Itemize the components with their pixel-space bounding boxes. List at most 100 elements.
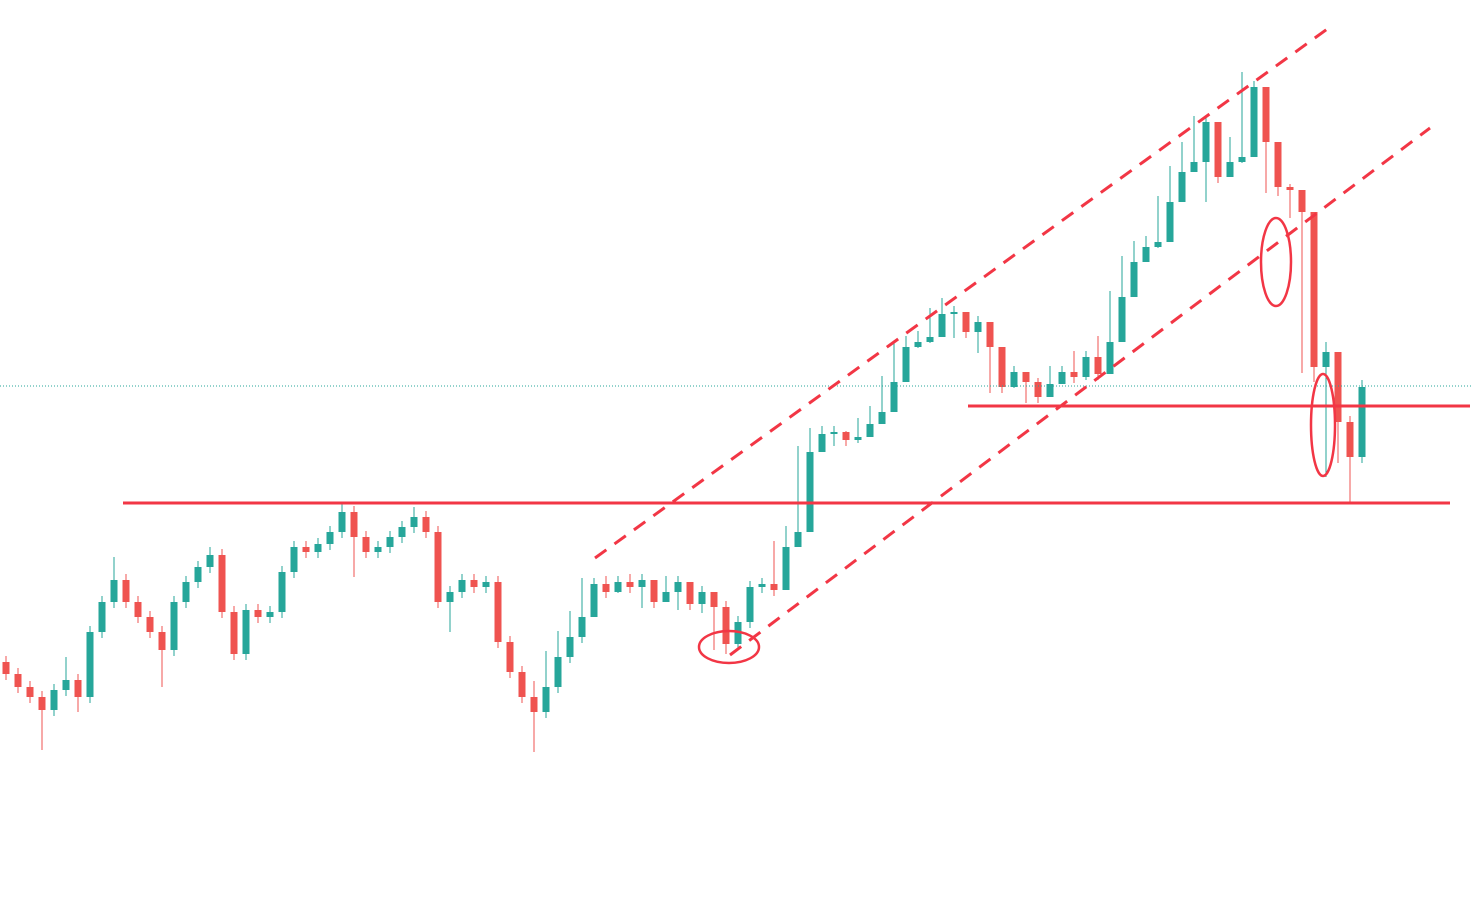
candle-body xyxy=(1046,384,1054,397)
candle-body xyxy=(1310,212,1318,367)
candle-body xyxy=(1262,87,1270,142)
candle-body xyxy=(1130,262,1138,297)
candle-body xyxy=(1226,162,1234,177)
candle-body xyxy=(890,382,898,412)
candle-body xyxy=(950,312,958,314)
candle-body xyxy=(842,432,850,440)
channel-line xyxy=(594,25,1331,560)
candle-body xyxy=(1118,297,1126,342)
candle-body xyxy=(746,587,754,622)
candle-body xyxy=(1058,372,1066,384)
candle-body xyxy=(2,662,10,674)
candle-body xyxy=(350,512,358,537)
candle-body xyxy=(326,532,334,544)
candle-body xyxy=(1214,122,1222,177)
candle-body xyxy=(518,672,526,697)
candle-body xyxy=(1082,357,1090,377)
candle-body xyxy=(218,555,226,612)
candle-body xyxy=(1166,202,1174,242)
candle-body xyxy=(242,610,250,654)
candle-body xyxy=(110,580,118,602)
candle-body xyxy=(974,322,982,332)
candle-body xyxy=(542,687,550,712)
candle-body xyxy=(902,347,910,382)
candle-body xyxy=(986,322,994,347)
candle-body xyxy=(818,434,826,452)
candle-body xyxy=(1190,162,1198,172)
candle-body xyxy=(530,697,538,712)
candle-body xyxy=(122,580,130,602)
annotations xyxy=(0,25,1473,665)
candle-body xyxy=(938,314,946,337)
candle-body xyxy=(482,582,490,587)
candle-body xyxy=(458,580,466,592)
candle-body xyxy=(314,544,322,552)
candle-body xyxy=(830,432,838,434)
candle-body xyxy=(254,610,262,617)
candle-body xyxy=(1094,357,1102,374)
candle-body xyxy=(1022,372,1030,382)
candles xyxy=(2,72,1366,752)
candle-body xyxy=(446,592,454,602)
candle-body xyxy=(734,622,742,644)
candle-body xyxy=(410,517,418,527)
candle-body xyxy=(494,582,502,642)
candle-body xyxy=(74,680,82,697)
candle-body xyxy=(1322,352,1330,367)
candle-body xyxy=(86,632,94,697)
candle-body xyxy=(1070,372,1078,377)
candle-body xyxy=(422,517,430,532)
candle-body xyxy=(206,555,214,567)
highlight-ellipse xyxy=(697,629,761,665)
candle-body xyxy=(386,537,394,547)
candle-body xyxy=(1286,187,1294,190)
candle-body xyxy=(230,612,238,654)
candle-body xyxy=(662,592,670,602)
candle-body xyxy=(302,547,310,552)
candle-body xyxy=(698,592,706,604)
candle-body xyxy=(182,582,190,602)
candle-body xyxy=(14,674,22,687)
candle-body xyxy=(1202,122,1210,162)
candle-body xyxy=(134,602,142,617)
candle-body xyxy=(1154,242,1162,247)
candle-body xyxy=(158,632,166,650)
candle-body xyxy=(1010,372,1018,387)
candle-body xyxy=(590,584,598,617)
candle-body xyxy=(62,680,70,690)
candle-body xyxy=(38,697,46,710)
candle-body xyxy=(926,337,934,342)
candle-body xyxy=(278,572,286,612)
candle-body xyxy=(1358,387,1366,457)
candle-body xyxy=(1298,190,1306,212)
candle-body xyxy=(854,437,862,440)
candle-body xyxy=(722,607,730,644)
candle-body xyxy=(650,580,658,602)
channel-line xyxy=(729,126,1431,657)
candle-body xyxy=(266,612,274,617)
candle-body xyxy=(194,567,202,582)
candle-body xyxy=(782,547,790,590)
candle-body xyxy=(398,527,406,537)
candle-body xyxy=(1142,247,1150,262)
candle-body xyxy=(626,582,634,587)
candle-body xyxy=(26,687,34,697)
candle-body xyxy=(170,602,178,650)
candle-body xyxy=(614,582,622,592)
candle-body xyxy=(362,537,370,552)
candle-body xyxy=(146,617,154,632)
candle-body xyxy=(758,584,766,587)
candle-body xyxy=(1274,142,1282,187)
candle-body xyxy=(1334,352,1342,422)
candle-body xyxy=(98,602,106,632)
candle-body xyxy=(290,547,298,572)
candle-body xyxy=(1250,87,1258,157)
candle-body xyxy=(374,547,382,552)
candle-body xyxy=(566,637,574,657)
candle-body xyxy=(1238,157,1246,162)
candle-body xyxy=(506,642,514,672)
candle-body xyxy=(1178,172,1186,202)
candle-body xyxy=(1034,382,1042,397)
